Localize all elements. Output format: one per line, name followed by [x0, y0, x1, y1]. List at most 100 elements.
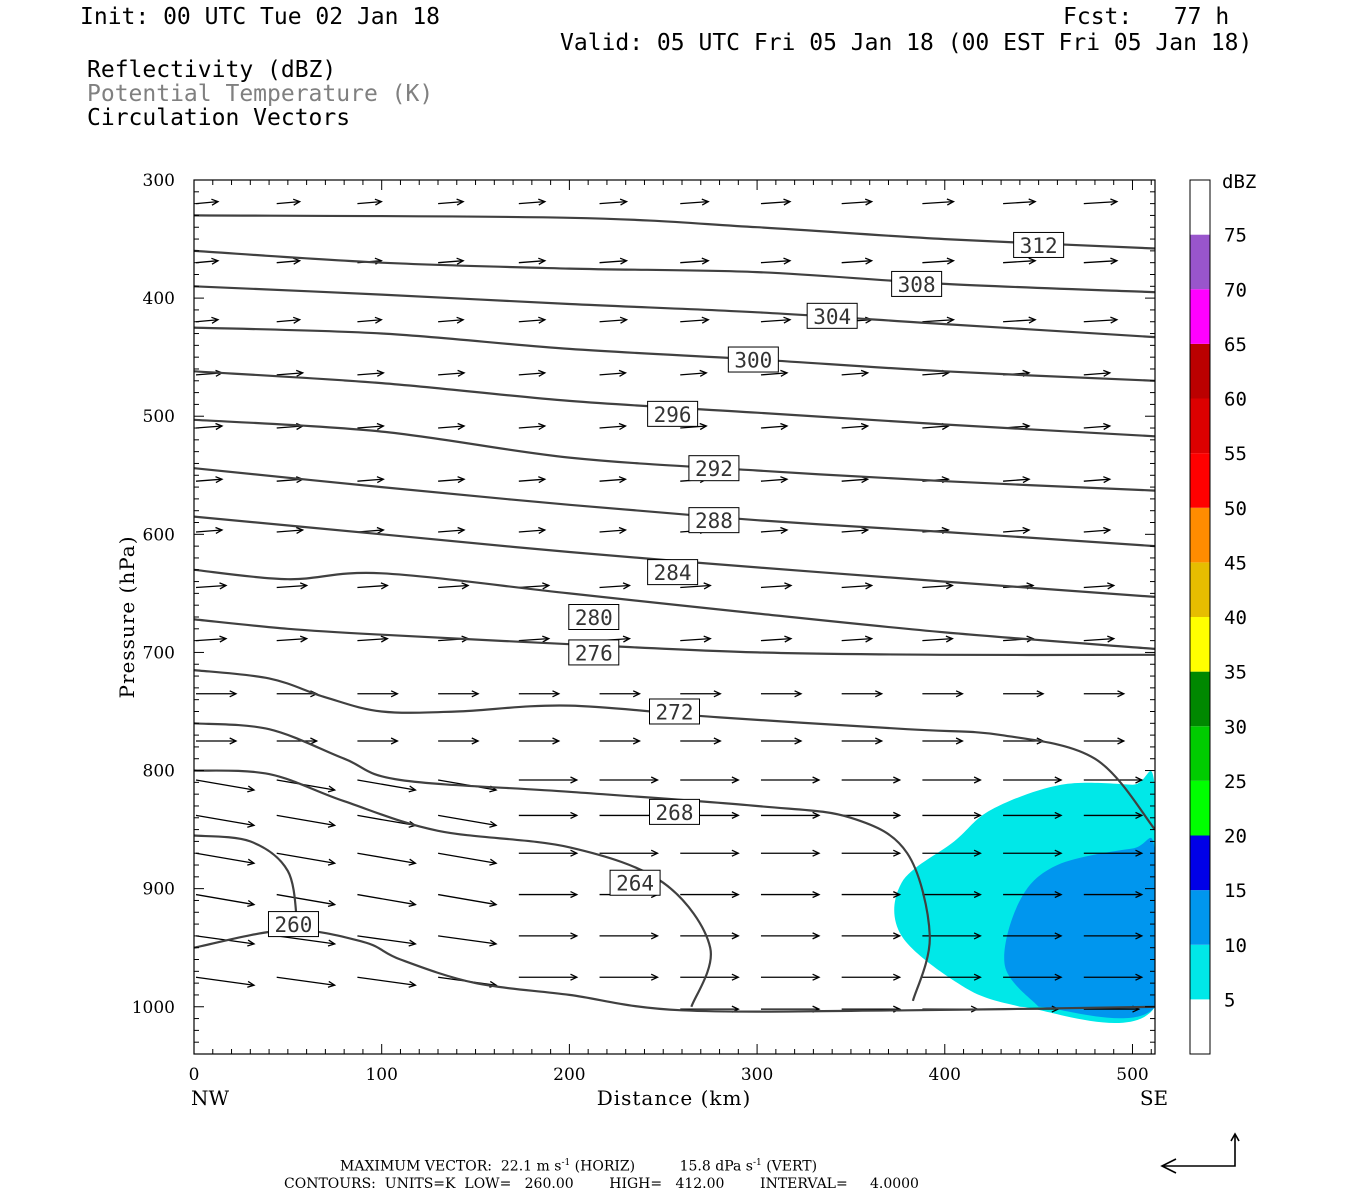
circulation-vector [760, 973, 821, 981]
contour-label-288: 288 [688, 507, 740, 533]
circulation-vector [438, 814, 498, 828]
max-vector-label: MAXIMUM VECTOR: 22.1 m s-1 (HORIZ) 15.8 … [340, 1158, 818, 1175]
colorbar-label: 35 [1224, 662, 1247, 684]
colorbar-label: 10 [1224, 935, 1247, 957]
circulation-vector [357, 476, 385, 484]
circulation-vector [276, 737, 319, 745]
circulation-vector [1003, 776, 1063, 784]
x-axis-title: Distance (km) [597, 1086, 752, 1110]
circulation-vector [518, 891, 579, 899]
circulation-vector [195, 198, 220, 206]
circulation-vector [599, 849, 660, 857]
svg-text:312: 312 [1020, 234, 1058, 258]
x-tick-label: 0 [189, 1065, 200, 1085]
circulation-vector [760, 932, 821, 940]
svg-text:292: 292 [695, 457, 733, 481]
circulation-vector [357, 690, 399, 698]
circulation-vector [276, 198, 302, 206]
contour-label-300: 300 [727, 346, 779, 373]
svg-text:296: 296 [654, 403, 692, 427]
circulation-vector [760, 737, 803, 745]
circulation-vector [195, 316, 220, 324]
circulation-vector [438, 893, 498, 908]
colorbar-swatch [1190, 617, 1210, 672]
circulation-vector [276, 582, 309, 590]
init-label: Init: 00 UTC Tue 02 Jan 18 [80, 4, 441, 30]
colorbar-label: 15 [1224, 880, 1247, 902]
svg-text:264: 264 [616, 872, 654, 896]
circulation-vector [276, 635, 309, 643]
circulation-vector [680, 582, 712, 590]
circulation-vector [1083, 737, 1126, 745]
colorbar-label: 20 [1224, 826, 1247, 848]
colorbar-swatch [1190, 944, 1210, 1000]
circulation-vector [195, 814, 256, 828]
contour-label-308: 308 [891, 270, 943, 297]
colorbar-label: 30 [1224, 716, 1247, 738]
colorbar-swatch [1190, 726, 1210, 781]
contour-label-312: 312 [1013, 231, 1065, 258]
circulation-vector [195, 476, 224, 484]
colorbar-swatch [1190, 289, 1210, 344]
circulation-vector [1083, 257, 1119, 265]
contour-label-260: 260 [267, 911, 319, 938]
circulation-vector [760, 811, 821, 819]
circulation-vector [1003, 316, 1037, 324]
contours-info: CONTOURS: UNITS=K LOW= 260.00 HIGH= 412.… [284, 1176, 919, 1192]
y-tick-label: 500 [143, 407, 175, 427]
circulation-vector [599, 973, 660, 981]
circulation-vector [1083, 526, 1112, 534]
colorbar-label: 5 [1224, 989, 1235, 1011]
circulation-vector [841, 811, 902, 819]
circulation-vector [357, 779, 417, 793]
circulation-vector [922, 582, 954, 590]
circulation-vector [599, 690, 642, 698]
colorbar-swatch [1190, 562, 1210, 617]
circulation-vector [276, 257, 302, 265]
colorbar-label: 75 [1224, 225, 1247, 247]
circulation-vector [841, 369, 870, 377]
circulation-vector [357, 198, 383, 206]
circulation-vector [276, 316, 302, 324]
circulation-vector [357, 737, 399, 745]
valid-time-label: Valid: 05 UTC Fri 05 Jan 18 (00 EST Fri … [560, 30, 1253, 56]
circulation-vector [760, 369, 789, 377]
circulation-vector [922, 932, 982, 940]
colorbar-label: 45 [1224, 552, 1247, 574]
circulation-vector [438, 198, 465, 206]
y-tick-label: 1000 [132, 998, 175, 1018]
circulation-vector [1003, 526, 1031, 534]
circulation-vector [1003, 849, 1063, 857]
circulation-vector [1083, 198, 1119, 206]
field-reflectivity: Reflectivity (dBZ) [87, 57, 337, 83]
circulation-vector [760, 776, 821, 784]
circulation-vector [438, 316, 465, 324]
colorbar-swatch [1190, 671, 1210, 727]
x-tick-label: 200 [553, 1065, 585, 1085]
circulation-vector [276, 893, 337, 908]
theta-contour-256 [194, 928, 1155, 1013]
circulation-vector [196, 737, 238, 745]
x-tick-label: 400 [929, 1065, 961, 1085]
theta-contour-272 [194, 669, 1155, 831]
circulation-vector [357, 316, 383, 324]
circulation-vector [841, 891, 902, 899]
circulation-vector [841, 849, 902, 857]
contour-label-276: 276 [568, 639, 620, 666]
circulation-vector [357, 852, 417, 866]
circulation-vector [438, 935, 498, 947]
y-tick-label: 700 [143, 643, 175, 663]
circulation-vector [518, 737, 561, 745]
circulation-vector [1003, 257, 1037, 265]
theta-contour-264 [194, 769, 712, 1008]
x-tick-label: 500 [1116, 1065, 1148, 1085]
circulation-vector [922, 690, 964, 698]
circulation-vector [599, 932, 660, 940]
forecast-hour-label: Fcst: 77 h [1063, 4, 1230, 30]
circulation-vector [599, 776, 660, 784]
circulation-vector [276, 526, 305, 534]
circulation-vector [760, 690, 803, 698]
circulation-vector [680, 635, 712, 643]
circulation-vector [841, 973, 902, 981]
circulation-vector [196, 690, 238, 698]
